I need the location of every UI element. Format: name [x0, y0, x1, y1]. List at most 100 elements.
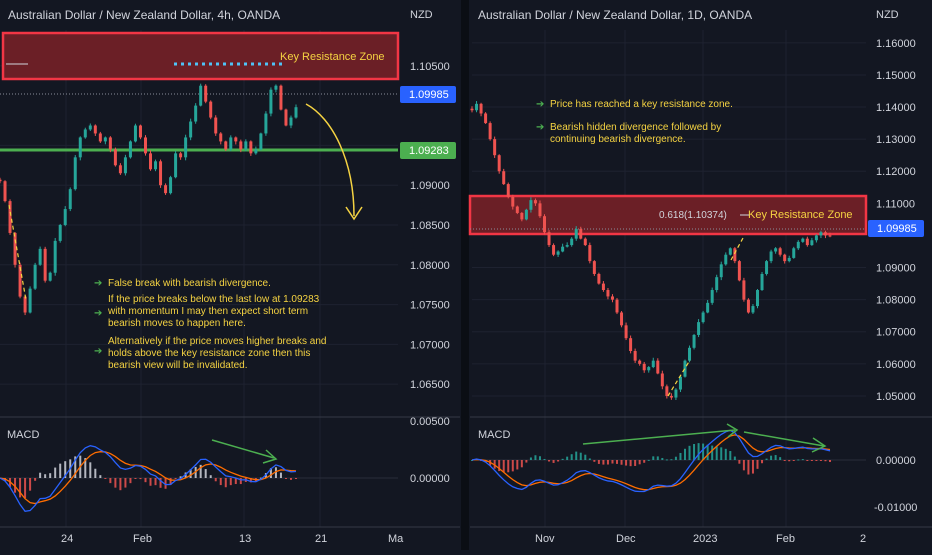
left-macd-bar [124, 478, 127, 488]
right-candle-body [683, 360, 687, 377]
right-candle-body [583, 238, 587, 246]
right-current-price-badge[interactable] [868, 220, 924, 237]
left-projection-arrow [305, 103, 355, 217]
annotation-line: holds above the key resistance zone then… [108, 348, 310, 359]
right-macd-bar [815, 460, 818, 461]
right-macd-arrowhead-1 [726, 423, 739, 438]
right-annot-arrow-2: ➔ [536, 122, 544, 133]
right-macd-bar [534, 455, 537, 460]
left-macd-bar [234, 478, 237, 485]
right-macd-bar [584, 454, 587, 460]
left-time-ma: Ma [388, 533, 404, 545]
left-resistance-zone[interactable] [1, 31, 400, 81]
right-macd-bar [792, 460, 795, 461]
left-candle-body [78, 137, 82, 158]
right-candle-body [574, 229, 578, 239]
left-price-tick-6: 1.07000 [410, 339, 450, 351]
left-support-badge[interactable] [400, 142, 456, 159]
right-macd-bar [683, 448, 686, 460]
left-candle-body [138, 125, 142, 138]
left-candle-body [83, 129, 87, 138]
left-time-24: 24 [61, 533, 73, 545]
right-macd-bar [697, 443, 700, 460]
right-candle-body [697, 322, 701, 335]
right-macd-bar [806, 460, 809, 461]
left-macd-bar [144, 478, 147, 483]
left-divergence-line [8, 204, 27, 301]
right-macd-bar [507, 460, 510, 473]
right-price-tick-10: 1.05000 [876, 391, 916, 403]
left-price-tick-2: 1.09000 [410, 180, 450, 192]
right-time-dec: Dec [616, 533, 636, 545]
right-annot-2: Bearish hidden divergence followed by con… [550, 122, 721, 145]
left-candle-body [98, 133, 102, 142]
right-candle-body [810, 240, 814, 246]
left-candle-body [108, 137, 112, 150]
left-macd-bar [114, 478, 117, 488]
right-candle-body [669, 395, 673, 398]
right-price-tick-2: 1.14000 [876, 102, 916, 114]
right-candle-body [538, 203, 542, 217]
right-macd-bar [788, 460, 791, 462]
right-candle-body [778, 248, 782, 255]
right-macd-bar [751, 460, 754, 474]
left-candle-body [199, 85, 203, 106]
right-macd-bar [588, 458, 591, 460]
left-candle-body [204, 85, 208, 102]
left-current-price-badge[interactable] [400, 86, 456, 103]
left-grid [0, 30, 398, 527]
right-macd-bar [720, 447, 723, 460]
right-macd-bar [819, 460, 822, 461]
left-candle-body [274, 85, 278, 90]
right-macd-bar [548, 460, 551, 462]
annotation-line: bearish view will be invalidated. [108, 360, 248, 371]
right-candle-body [601, 283, 605, 291]
left-candle-body [93, 125, 97, 134]
right-price-tick-1: 1.15000 [876, 70, 916, 82]
left-candle-body [159, 161, 163, 186]
left-candle-body [8, 201, 12, 233]
right-price-tick-8: 1.07000 [876, 327, 916, 339]
left-support-label: 1.09283 [409, 145, 449, 157]
left-macd-bar [74, 456, 77, 478]
left-macd-bar [159, 478, 162, 488]
right-macd-bar [602, 460, 605, 465]
right-macd-bar [525, 460, 528, 463]
right-candle-body [615, 299, 619, 313]
right-candle-body [642, 363, 646, 371]
right-macd-arrowhead-2 [811, 437, 827, 453]
right-macd-bar [797, 459, 800, 461]
right-macd-bar [729, 451, 732, 460]
left-macd-bar [274, 467, 277, 478]
right-candle-body [787, 257, 791, 262]
left-macd-bar [229, 478, 232, 486]
left-candle-body [0, 179, 2, 182]
left-currency: NZD [410, 9, 433, 21]
left-macd-line [0, 445, 297, 512]
left-candle-body [149, 153, 153, 170]
right-candle-body [475, 103, 479, 111]
left-macd-bar [134, 478, 137, 479]
right-macd-arrow-2 [743, 431, 825, 447]
right-macd-arrow-1 [582, 429, 736, 445]
right-candle-body [737, 261, 741, 281]
left-macd-bar [179, 476, 182, 478]
left-macd-bar [239, 478, 242, 485]
right-candle-body [484, 113, 488, 124]
right-price-tick-4: 1.12000 [876, 166, 916, 178]
right-candle-body [561, 246, 565, 252]
left-annot-3: Alternatively if the price moves higher … [108, 336, 326, 371]
right-macd-bar [647, 459, 650, 461]
right-candle-body [755, 290, 759, 307]
left-macd-bar [204, 469, 207, 478]
right-macd-bar [502, 460, 505, 473]
left-candles [0, 83, 298, 316]
right-candle-body [814, 235, 818, 241]
panel-divider [461, 0, 469, 550]
left-candle-body [63, 209, 67, 225]
left-macd-bar [129, 478, 132, 484]
left-time-13: 13 [239, 533, 251, 545]
annotation-line: continuing bearish divergence. [550, 134, 686, 145]
right-candle-body [524, 209, 528, 220]
right-macd-tick-0: 0.00000 [876, 455, 916, 467]
